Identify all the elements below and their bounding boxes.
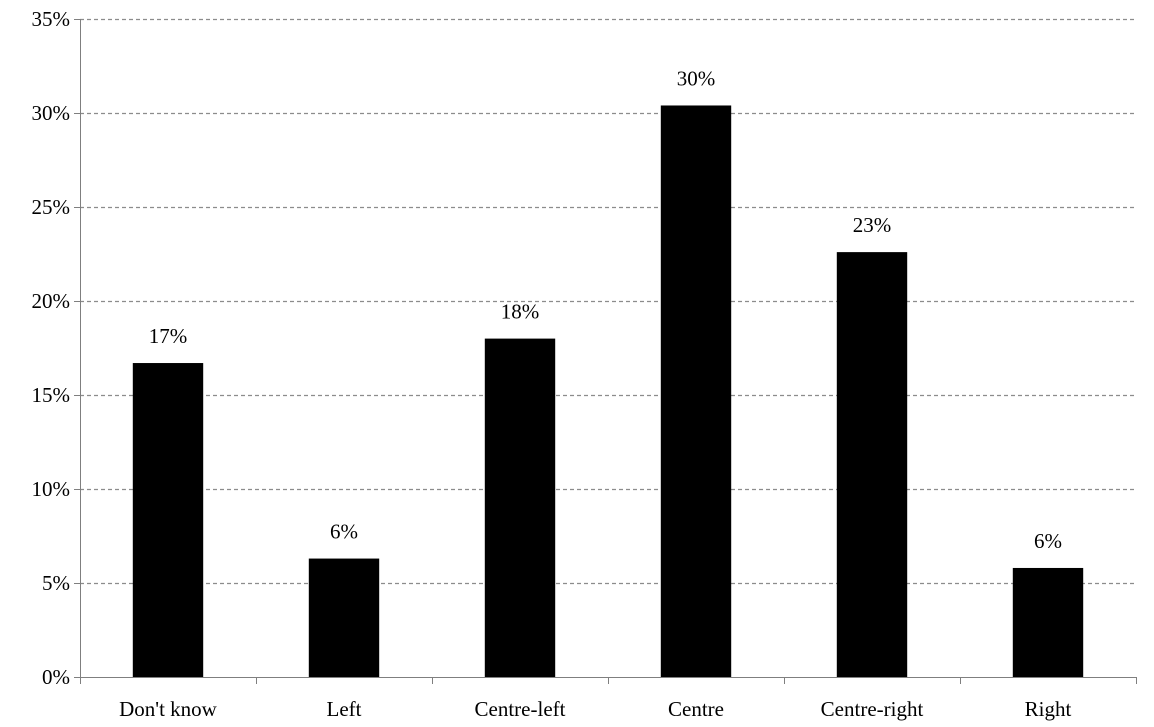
y-tick-label: 10% [32, 477, 71, 501]
y-tick-label: 0% [42, 665, 70, 689]
bar-centre-right [836, 252, 908, 677]
labels: 17% Don't know 6% Left 18% Centre-left 30% Cent… [119, 66, 1071, 721]
bars [132, 105, 1084, 678]
y-tick-label: 20% [32, 289, 71, 313]
x-category-label: Don't know [119, 697, 218, 721]
bar-don-t-know [132, 363, 204, 677]
y-tick-label: 35% [32, 7, 71, 31]
y-tick-label: 15% [32, 383, 71, 407]
bar-centre [660, 105, 732, 678]
x-category-label: Centre [668, 697, 724, 721]
bar-centre-left [484, 338, 556, 677]
data-label: 6% [330, 520, 358, 544]
y-tick-label: 5% [42, 571, 70, 595]
x-category-label: Right [1025, 697, 1072, 721]
x-category-label: Left [327, 697, 362, 721]
bar-left [308, 558, 380, 677]
bar-right [1012, 567, 1084, 677]
y-tick-label: 30% [32, 101, 71, 125]
y-tick-label: 25% [32, 195, 71, 219]
axes: 0% 5% 10% 15% 20% 25% 30% 35% [32, 7, 1137, 689]
gridlines [80, 18, 1136, 585]
data-label: 23% [853, 213, 892, 237]
data-label: 6% [1034, 529, 1062, 553]
x-category-label: Centre-right [821, 697, 924, 721]
data-label: 30% [677, 66, 716, 90]
data-label: 18% [501, 300, 540, 324]
x-category-label: Centre-left [475, 697, 566, 721]
data-label: 17% [149, 324, 188, 348]
